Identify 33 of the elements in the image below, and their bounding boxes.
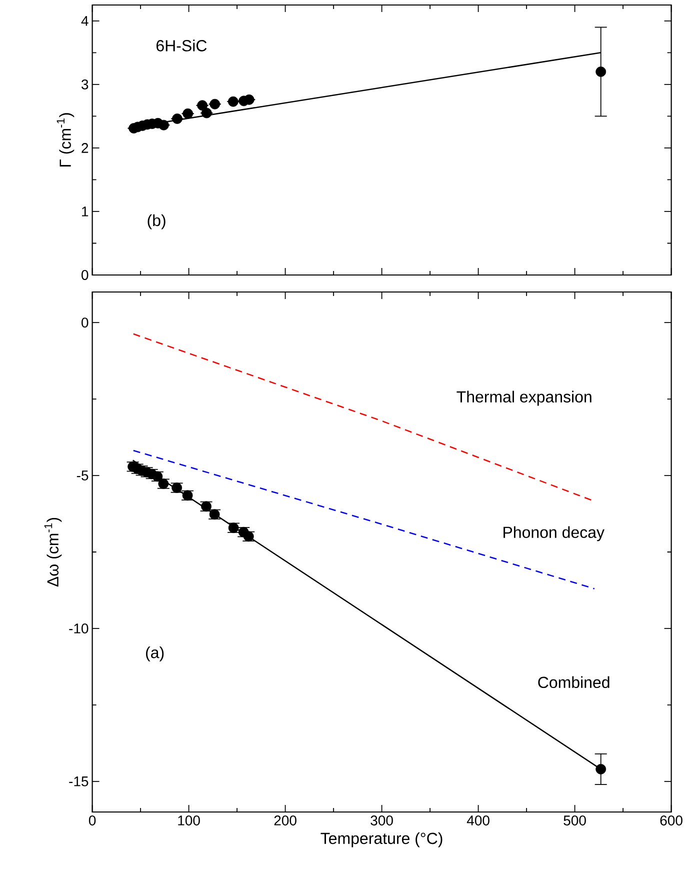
point [182, 108, 194, 119]
y-tick-label: 2 [82, 143, 88, 153]
y-axis-title: Γ (cm$^{-1}$) [56, 113, 74, 167]
x-tick-label: 100 [178, 816, 200, 826]
x-tick-label: 0 [88, 816, 96, 826]
annotation: (b) [148, 214, 166, 230]
y-axis-title: Δω (cm$^{-1}$) [44, 518, 62, 587]
x-tick-label: 300 [370, 816, 393, 826]
y-tick-label: 4 [81, 16, 88, 26]
x-tick-label: 200 [274, 816, 296, 826]
point [596, 764, 606, 774]
text: Thermal expansion [456, 390, 592, 406]
y-tick-label: -15 [69, 776, 88, 786]
point [172, 114, 182, 124]
y-tick-label: 3 [82, 79, 88, 90]
y-tick-label: -5 [76, 470, 88, 480]
x-tick-label: 500 [564, 816, 586, 826]
y-tick-label: 0 [82, 318, 88, 328]
point [158, 120, 169, 130]
x-tick-label: 400 [466, 816, 490, 826]
y-tick-label: -10 [69, 624, 88, 634]
point [228, 96, 238, 107]
point [596, 66, 606, 77]
point [201, 108, 212, 118]
annotation: 6H-SiC [156, 40, 207, 52]
series-label: Phonon decay [504, 526, 604, 542]
x-axis-title: Temperature (°C) [320, 832, 442, 848]
x-tick-label: 600 [660, 816, 682, 826]
text: Combined [538, 676, 610, 688]
y-tick-label: 1 [82, 206, 88, 216]
annotation: (a) [146, 646, 164, 662]
point [244, 94, 254, 105]
y-tick-label: 0 [82, 270, 88, 280]
